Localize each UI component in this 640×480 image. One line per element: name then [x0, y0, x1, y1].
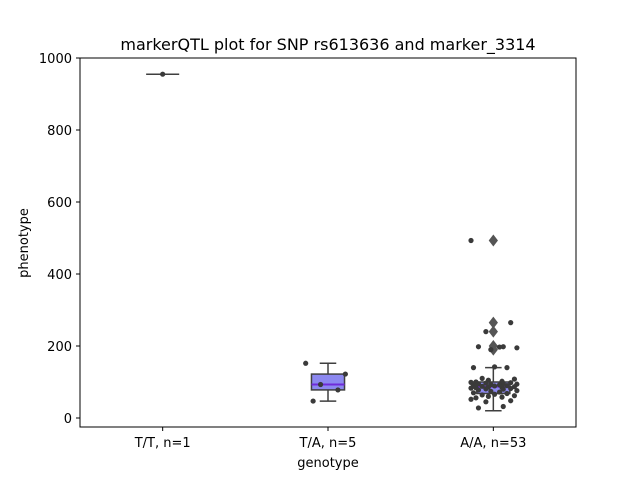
x-axis-label: genotype: [297, 456, 358, 471]
data-point: [491, 383, 498, 389]
x-tick-label: A/A, n=53: [460, 436, 526, 451]
data-point: [473, 395, 479, 401]
y-tick-label: 200: [47, 340, 72, 355]
x-axis: T/T, n=1 T/A, n=5 A/A, n=53: [134, 427, 526, 451]
y-tick-label: 800: [47, 124, 72, 139]
data-point: [504, 365, 510, 371]
x-tick-label: T/T, n=1: [134, 436, 191, 451]
data-point: [317, 381, 324, 388]
data-point: [475, 344, 482, 350]
outlier-marker: [488, 325, 498, 338]
data-point: [342, 371, 348, 377]
data-point: [491, 364, 498, 370]
data-point: [511, 376, 518, 382]
data-point: [303, 360, 309, 366]
data-point: [468, 396, 474, 402]
data-point: [160, 71, 166, 77]
data-point: [470, 390, 477, 396]
data-point: [514, 345, 520, 351]
data-point: [470, 365, 477, 371]
data-point: [511, 393, 518, 399]
outlier-marker: [488, 234, 498, 247]
data-point: [500, 403, 506, 410]
data-point: [488, 388, 494, 394]
data-point: [500, 386, 506, 392]
y-axis-label: phenotype: [17, 208, 32, 278]
y-axis: 0 200 400 600 800 1000: [39, 52, 80, 427]
box-group-1: [303, 360, 348, 404]
data-point: [335, 387, 341, 393]
box-group-2: [468, 234, 520, 412]
x-tick-label: T/A, n=5: [299, 436, 357, 451]
data-point: [499, 394, 505, 400]
data-point: [483, 380, 489, 386]
data-point: [475, 381, 482, 387]
data-point: [468, 237, 474, 244]
data-point: [514, 388, 520, 394]
box-iqr: [310, 373, 346, 391]
data-point: [504, 383, 510, 389]
data-point: [310, 398, 316, 404]
box-group-0: [146, 71, 180, 77]
data-point: [483, 399, 489, 405]
data-point: [488, 347, 494, 353]
data-point: [485, 393, 491, 399]
data-point: [508, 380, 514, 386]
data-point: [504, 390, 510, 397]
data-point: [479, 392, 485, 398]
y-tick-label: 1000: [39, 52, 72, 67]
data-point: [479, 375, 485, 381]
data-point: [508, 398, 514, 404]
plot-content: [146, 71, 520, 412]
data-point: [479, 383, 485, 389]
data-point: [483, 329, 489, 335]
data-point: [475, 405, 482, 411]
data-point: [491, 391, 498, 397]
data-point: [468, 385, 474, 391]
data-point: [496, 344, 503, 350]
y-tick-label: 400: [47, 268, 72, 283]
data-point: [508, 320, 514, 326]
data-point: [508, 385, 514, 392]
chart-title: markerQTL plot for SNP rs613636 and mark…: [120, 35, 535, 55]
y-tick-label: 0: [64, 412, 72, 427]
y-tick-label: 600: [47, 196, 72, 211]
data-point: [475, 387, 482, 393]
data-point: [483, 386, 489, 392]
data-point: [496, 389, 503, 395]
